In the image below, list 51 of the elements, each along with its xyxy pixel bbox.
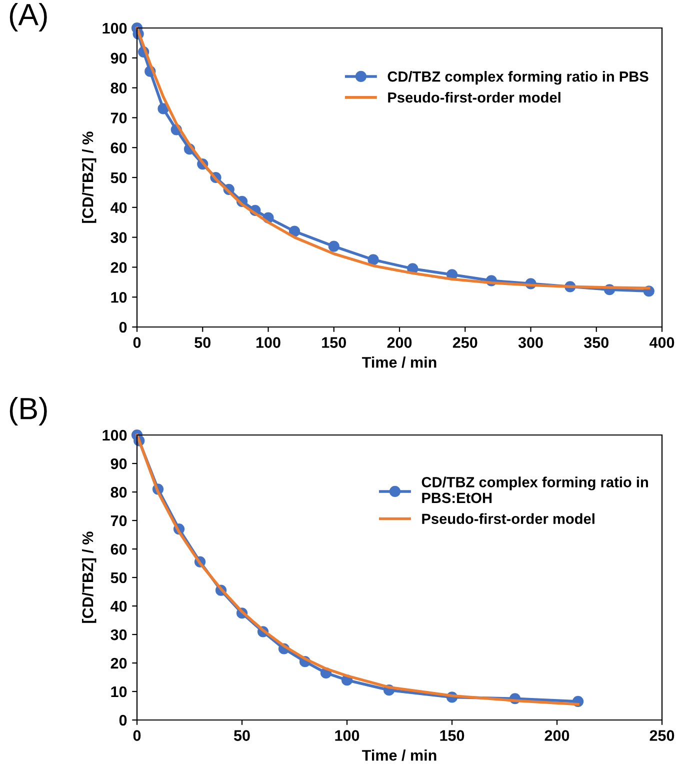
x-tick-label: 100	[256, 337, 280, 348]
y-tick-label: 50	[110, 172, 127, 184]
point	[328, 240, 340, 252]
x-tick-label: 50	[194, 337, 210, 348]
y-tick-label: 100	[102, 430, 127, 441]
y-tick-label: 90	[110, 52, 127, 64]
y-tick-label: 60	[110, 142, 127, 154]
legend-label: Pseudo-first-order model	[388, 92, 560, 103]
text: (A)	[10, 3, 47, 32]
point	[368, 254, 379, 266]
y-tick-label: 10	[111, 686, 127, 698]
x-tick-label: 200	[387, 337, 412, 348]
y-tick-label: 10	[111, 292, 127, 303]
legend-label: Pseudo-first-order model	[422, 513, 594, 524]
point	[288, 226, 300, 237]
point	[158, 103, 169, 114]
y-axis-title: [CD/TBZ] / %	[82, 532, 96, 623]
legend-label: CD/TBZ complex forming ratio in PBS	[388, 71, 648, 85]
x-tick-label: 50	[234, 730, 250, 741]
x-tick-label: 250	[650, 730, 674, 741]
y-tick-label: 60	[110, 544, 127, 555]
y-tick-label: 40	[110, 600, 127, 612]
y-tick-label: 40	[110, 202, 127, 214]
x-tick-label: 300	[518, 337, 543, 348]
y-tick-label: 20	[110, 658, 127, 669]
y-tick-label: 0	[119, 714, 127, 726]
x-axis-title: Time / min	[362, 750, 436, 761]
y-tick-label: 100	[102, 22, 127, 34]
y-tick-label: 70	[110, 515, 127, 526]
x-tick-label: 0	[133, 730, 141, 741]
y-tick-label: 50	[110, 572, 127, 584]
y-tick-label: 20	[110, 262, 127, 273]
y-axis-title: [CD/TBZ] / %	[82, 132, 96, 223]
y-tick-label: 30	[110, 232, 127, 244]
x-tick-label: 400	[649, 337, 674, 348]
x-tick-label: 350	[584, 337, 608, 348]
y-tick-label: 0	[119, 322, 127, 333]
x-tick-label: 250	[452, 337, 478, 348]
x-tick-label: 0	[133, 337, 141, 348]
legend-label: CD/TBZ complex forming ratio in PBS:EtOH	[422, 476, 648, 504]
text: (B)	[10, 397, 47, 426]
x-tick-label: 200	[544, 730, 570, 741]
x-tick-label: 100	[335, 730, 360, 741]
y-tick-label: 80	[110, 486, 127, 498]
x-tick-label: 150	[440, 730, 464, 741]
x-axis-title: Time / min	[362, 356, 436, 368]
x-tick-label: 150	[322, 337, 346, 348]
y-tick-label: 80	[110, 82, 127, 94]
y-tick-label: 90	[110, 458, 127, 470]
y-tick-label: 30	[110, 629, 127, 640]
y-tick-label: 70	[110, 112, 127, 124]
